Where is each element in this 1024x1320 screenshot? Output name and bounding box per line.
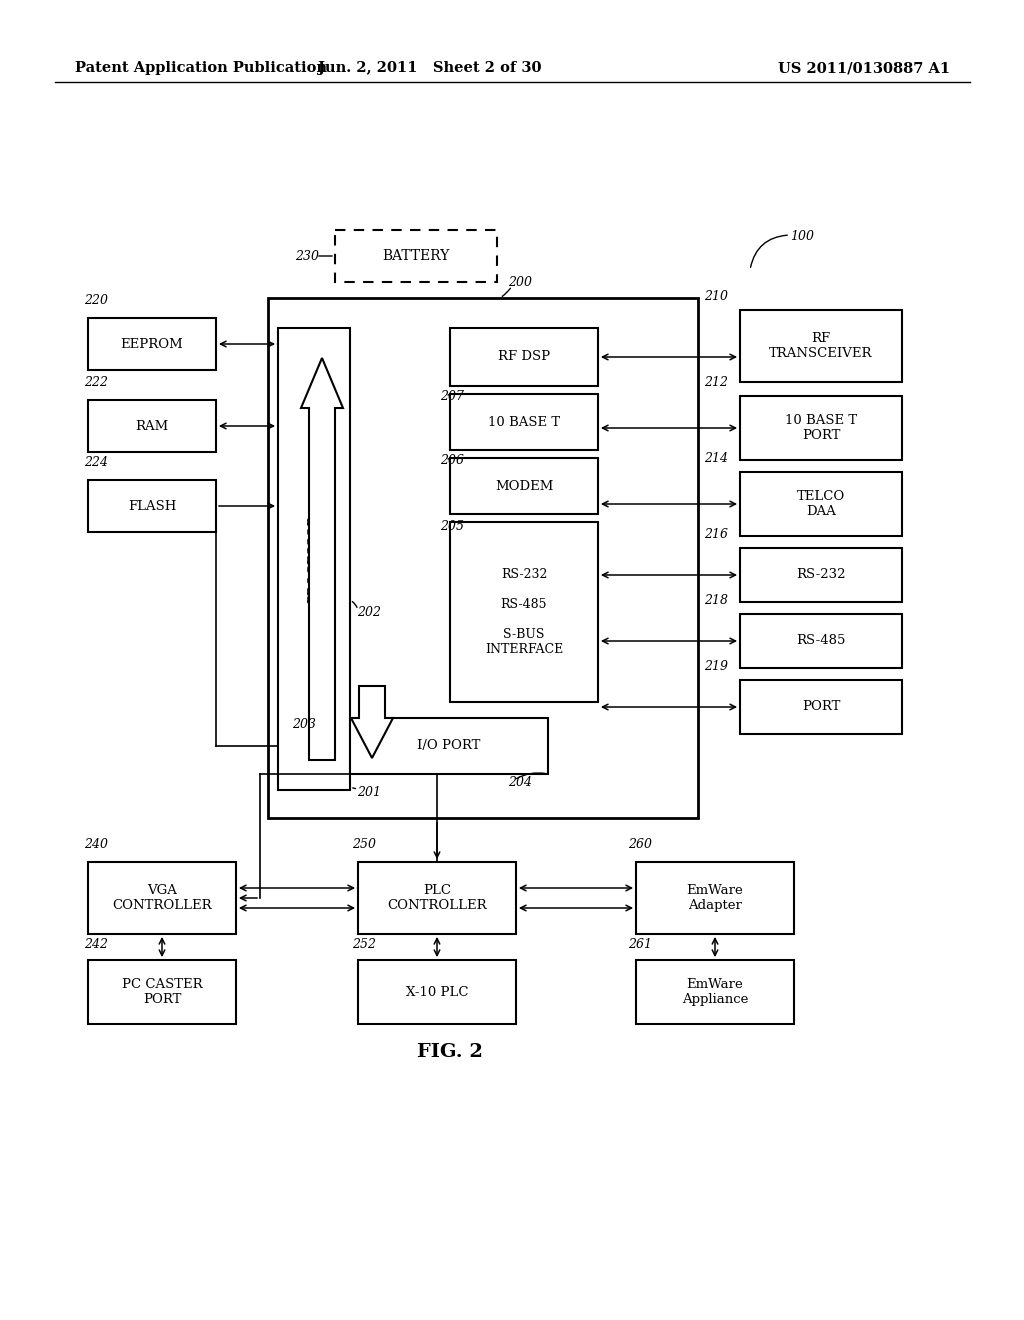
Text: PORT: PORT [802, 701, 840, 714]
Text: 242: 242 [84, 937, 108, 950]
Text: 214: 214 [705, 453, 728, 466]
Bar [268, 298, 698, 818]
Bar [740, 614, 902, 668]
FancyArrow shape [351, 686, 393, 758]
Text: Jun. 2, 2011   Sheet 2 of 30: Jun. 2, 2011 Sheet 2 of 30 [318, 61, 542, 75]
Text: 252: 252 [352, 937, 376, 950]
Text: 250: 250 [352, 837, 376, 850]
Text: MODEM: MODEM [495, 479, 553, 492]
Bar [350, 718, 548, 774]
Text: US 2011/0130887 A1: US 2011/0130887 A1 [778, 61, 950, 75]
Bar [358, 862, 516, 935]
Text: VGA
CONTROLLER: VGA CONTROLLER [113, 884, 212, 912]
Bar [88, 318, 216, 370]
Text: Patent Application Publication: Patent Application Publication [75, 61, 327, 75]
Text: EmWare
Adapter: EmWare Adapter [687, 884, 743, 912]
Text: 218: 218 [705, 594, 728, 607]
Text: 202: 202 [357, 606, 381, 619]
Text: 220: 220 [84, 293, 108, 306]
Text: FIG. 2: FIG. 2 [417, 1043, 483, 1061]
Text: I/O PORT: I/O PORT [418, 739, 480, 752]
Text: 216: 216 [705, 528, 728, 541]
Text: EEPROM: EEPROM [121, 338, 183, 351]
Bar [740, 396, 902, 459]
Text: RF
TRANSCEIVER: RF TRANSCEIVER [769, 333, 872, 360]
Text: 230: 230 [295, 249, 319, 263]
Text: 204: 204 [508, 776, 532, 788]
FancyArrow shape [301, 358, 343, 760]
Bar [88, 480, 216, 532]
Text: 205: 205 [440, 520, 464, 532]
Bar [88, 862, 236, 935]
Bar [740, 548, 902, 602]
Text: RS-485: RS-485 [797, 635, 846, 648]
Text: 206: 206 [440, 454, 464, 466]
Bar [88, 400, 216, 451]
Text: RAM: RAM [135, 420, 169, 433]
Bar [88, 960, 236, 1024]
Text: 240: 240 [84, 837, 108, 850]
Text: 203: 203 [292, 718, 316, 730]
Bar [335, 230, 497, 282]
Bar [358, 960, 516, 1024]
Text: 224: 224 [84, 457, 108, 470]
Text: 10 BASE T: 10 BASE T [488, 416, 560, 429]
Text: 219: 219 [705, 660, 728, 673]
Text: FLASH: FLASH [128, 499, 176, 512]
Bar [636, 960, 794, 1024]
Text: 100: 100 [790, 230, 814, 243]
Bar [740, 473, 902, 536]
Text: EmWare
Appliance: EmWare Appliance [682, 978, 749, 1006]
Text: PC CASTER
PORT: PC CASTER PORT [122, 978, 203, 1006]
Bar [450, 458, 598, 513]
Text: 207: 207 [440, 389, 464, 403]
Bar [740, 680, 902, 734]
Text: RS-232: RS-232 [797, 569, 846, 582]
Text: RS-232

RS-485

S-BUS
INTERFACE: RS-232 RS-485 S-BUS INTERFACE [485, 568, 563, 656]
Text: 261: 261 [628, 937, 652, 950]
Text: TELCO
DAA: TELCO DAA [797, 490, 845, 517]
Text: 10 BASE T
PORT: 10 BASE T PORT [785, 414, 857, 442]
Bar [740, 310, 902, 381]
Text: 260: 260 [628, 837, 652, 850]
Text: X-10 PLC: X-10 PLC [406, 986, 468, 998]
Bar [450, 521, 598, 702]
Text: PLC
CONTROLLER: PLC CONTROLLER [387, 884, 486, 912]
Text: 222: 222 [84, 376, 108, 389]
Text: BATTERY: BATTERY [382, 249, 450, 263]
Text: 201: 201 [357, 785, 381, 799]
Text: 210: 210 [705, 289, 728, 302]
Text: PROCESSOR: PROCESSOR [307, 515, 321, 603]
Bar [450, 393, 598, 450]
Bar [450, 327, 598, 385]
Text: RF DSP: RF DSP [498, 351, 550, 363]
Bar [636, 862, 794, 935]
Bar [278, 327, 350, 789]
Text: 212: 212 [705, 375, 728, 388]
Text: 200: 200 [508, 276, 532, 289]
